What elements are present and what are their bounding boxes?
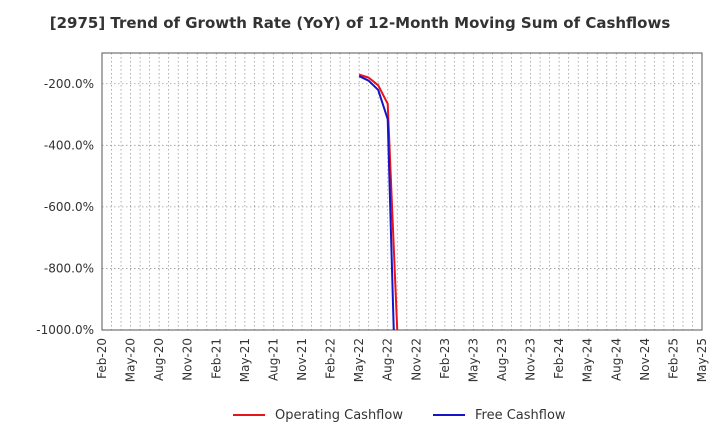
grid	[102, 53, 702, 330]
legend-item: Free Cashflow	[433, 404, 566, 426]
x-tick-label: Nov-24	[638, 338, 652, 381]
y-tick-label: -600.0%	[44, 200, 94, 214]
plot-area-frame	[101, 52, 703, 331]
series-line	[358, 75, 395, 331]
y-tick-label: -1000.0%	[36, 323, 94, 337]
series-line	[358, 73, 399, 331]
chart-title: [2975] Trend of Growth Rate (YoY) of 12-…	[49, 14, 671, 32]
x-axis-ticks: Feb-20 May-20 Aug-20 Nov-20 Feb-21 May-21 Aug-…	[95, 338, 709, 382]
x-tick-label: Feb-23	[438, 338, 452, 379]
x-tick-label: May-21	[238, 338, 252, 382]
x-tick-label: Nov-23	[524, 338, 538, 381]
x-tick-label: Feb-21	[209, 338, 223, 379]
x-tick-label: May-25	[695, 338, 709, 382]
x-tick-label: Aug-20	[152, 338, 166, 381]
x-tick-label: Feb-20	[95, 338, 109, 379]
y-tick-label: -800.0%	[44, 261, 94, 275]
legend-item: Operating Cashflow	[233, 404, 403, 426]
series-lines	[358, 73, 399, 331]
x-tick-label: Feb-24	[552, 338, 566, 379]
x-tick-label: Nov-22	[409, 338, 423, 381]
x-tick-label: Aug-22	[381, 338, 395, 381]
x-tick-label: Aug-21	[266, 338, 280, 381]
x-tick-label: Nov-20	[181, 338, 195, 381]
x-tick-label: May-24	[581, 338, 595, 382]
legend-swatch	[233, 414, 265, 416]
x-tick-label: May-23	[466, 338, 480, 382]
x-tick-label: May-22	[352, 338, 366, 382]
x-tick-label: Feb-25	[666, 338, 680, 379]
legend: Operating Cashflow Free Cashflow	[0, 404, 720, 426]
x-tick-label: Feb-22	[324, 338, 338, 379]
x-tick-label: Nov-21	[295, 338, 309, 381]
x-tick-label: May-20	[124, 338, 138, 382]
legend-label: Free Cashflow	[475, 407, 566, 423]
legend-swatch	[433, 414, 465, 416]
x-tick-label: Aug-23	[495, 338, 509, 381]
legend-label: Operating Cashflow	[275, 407, 403, 423]
x-tick-label: Aug-24	[609, 338, 623, 381]
y-axis-ticks: -200.0% -400.0% -600.0% -800.0% -1000.0%	[36, 77, 94, 337]
y-tick-label: -400.0%	[44, 138, 94, 152]
y-tick-label: -200.0%	[44, 77, 94, 91]
